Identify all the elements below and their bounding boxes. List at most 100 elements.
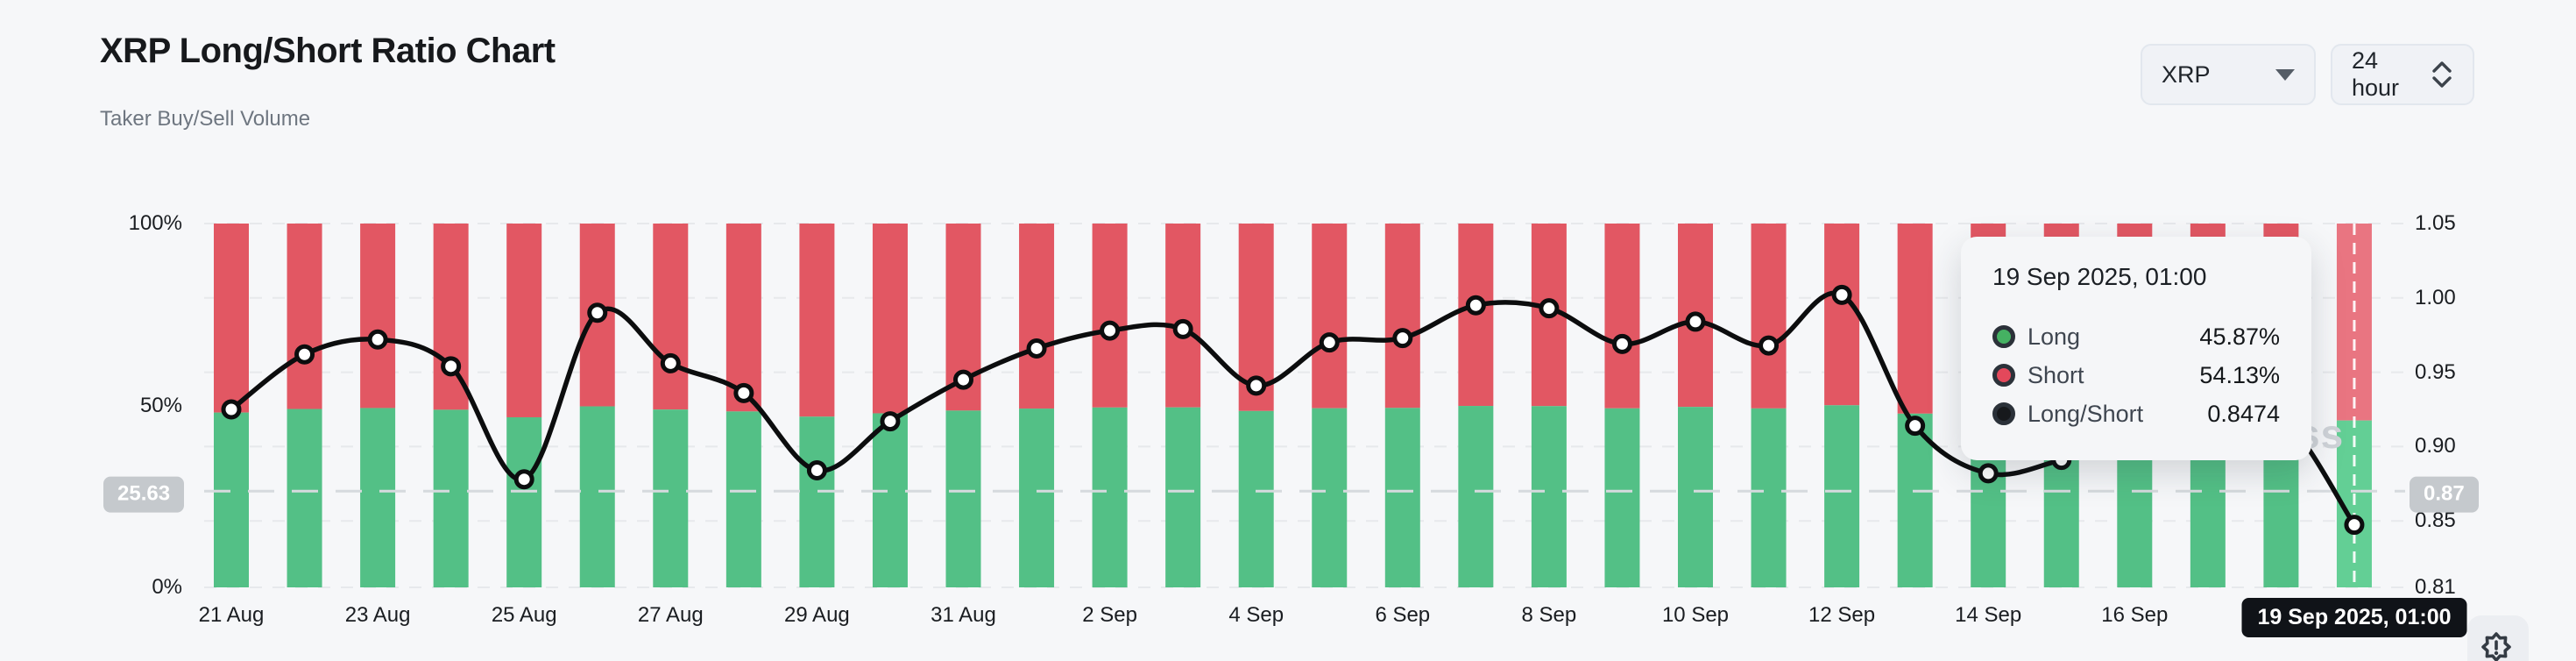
ratio-point[interactable] [1026, 338, 1047, 359]
long-bar-segment[interactable] [799, 416, 835, 587]
ratio-point[interactable] [733, 382, 754, 403]
long-bar-segment[interactable] [1312, 408, 1348, 587]
bar[interactable] [1165, 224, 1201, 587]
ratio-point[interactable] [1319, 332, 1340, 353]
short-bar-segment[interactable] [1312, 224, 1348, 409]
bar[interactable] [1897, 224, 1933, 587]
bar[interactable] [799, 224, 835, 587]
short-bar-segment[interactable] [1165, 224, 1201, 408]
ratio-point[interactable] [1100, 320, 1121, 341]
long-bar-segment[interactable] [725, 411, 761, 587]
long-bar-segment[interactable] [1165, 407, 1201, 587]
long-bar-segment[interactable] [214, 412, 249, 587]
page-title: XRP Long/Short Ratio Chart [100, 32, 556, 70]
ratio-point[interactable] [660, 352, 681, 373]
ratio-point[interactable] [294, 344, 315, 365]
bar[interactable] [653, 224, 689, 587]
long-bar-segment[interactable] [872, 413, 908, 587]
long-bar-segment[interactable] [433, 409, 469, 587]
ratio-point[interactable] [1905, 416, 1926, 437]
long-bar-segment[interactable] [653, 409, 689, 587]
ratio-point[interactable] [1831, 284, 1852, 305]
short-bar-segment[interactable] [653, 224, 689, 410]
long-bar-segment[interactable] [287, 409, 322, 587]
long-bar-segment[interactable] [1458, 406, 1494, 587]
ratio-point[interactable] [1246, 375, 1267, 396]
ratio-point[interactable] [806, 460, 827, 481]
tooltip-label-short: Short [2028, 361, 2084, 388]
short-bar-segment[interactable] [1384, 224, 1420, 409]
bar[interactable] [1312, 224, 1348, 587]
short-bar-segment[interactable] [506, 224, 542, 417]
long-bar-segment[interactable] [1384, 408, 1420, 587]
long-bar-segment[interactable] [1019, 409, 1055, 587]
ratio-point[interactable] [1172, 318, 1193, 339]
short-bar-segment[interactable] [872, 224, 908, 414]
long-bar-segment[interactable] [579, 406, 615, 587]
long-bar-segment[interactable] [945, 410, 981, 587]
tooltip-label-long: Long [2028, 323, 2081, 350]
ratio-point[interactable] [367, 329, 388, 350]
ratio-point[interactable] [880, 411, 901, 432]
bar[interactable] [1751, 224, 1787, 587]
bar[interactable] [872, 224, 908, 587]
bar[interactable] [1384, 224, 1420, 587]
bar[interactable] [945, 224, 981, 587]
ratio-point[interactable] [1465, 295, 1486, 316]
interval-select[interactable]: 24 hour [2331, 44, 2474, 105]
ratio-point[interactable] [587, 302, 608, 323]
short-bar-segment[interactable] [360, 224, 396, 409]
ratio-point[interactable] [1539, 298, 1560, 319]
bar[interactable] [1678, 224, 1713, 587]
long-bar-segment[interactable] [506, 416, 542, 587]
bar[interactable] [287, 224, 322, 587]
bar[interactable] [1531, 224, 1567, 587]
bar[interactable] [1604, 224, 1640, 587]
ratio-point[interactable] [953, 369, 973, 390]
short-bar-segment[interactable] [1019, 224, 1055, 409]
short-bar-segment[interactable] [1604, 224, 1640, 409]
short-bar-segment[interactable] [1092, 224, 1128, 408]
bar[interactable] [1238, 224, 1274, 587]
long-bar-segment[interactable] [1751, 408, 1787, 587]
bar[interactable] [1019, 224, 1055, 587]
ratio-point[interactable] [1978, 463, 1999, 484]
long-bar-segment[interactable] [1531, 406, 1567, 587]
short-bar-segment[interactable] [799, 224, 835, 417]
ratio-point[interactable] [1759, 335, 1780, 356]
short-bar-segment[interactable] [1751, 224, 1787, 409]
long-bar-segment[interactable] [1238, 410, 1274, 587]
short-bar-segment[interactable] [287, 224, 322, 409]
long-bar-segment[interactable] [1092, 407, 1128, 587]
short-bar-segment[interactable] [725, 224, 761, 412]
bar[interactable] [360, 224, 396, 587]
long-bar-segment[interactable] [360, 408, 396, 587]
short-bar-segment[interactable] [1897, 224, 1933, 414]
alert-seal-icon [2481, 632, 2511, 661]
short-bar-segment[interactable] [214, 224, 249, 413]
long-bar-segment[interactable] [1897, 413, 1933, 587]
ratio-point[interactable] [1392, 328, 1413, 349]
ratio-point[interactable] [1685, 311, 1706, 332]
bar[interactable] [506, 224, 542, 587]
bar[interactable] [579, 224, 615, 587]
up-down-chevrons-icon [2431, 60, 2453, 89]
long-bar-segment[interactable] [1604, 408, 1640, 587]
ratio-point[interactable] [513, 469, 534, 490]
disclaimer-button[interactable] [2467, 615, 2529, 661]
bar[interactable] [1824, 224, 1860, 587]
long-bar-segment[interactable] [1824, 405, 1860, 587]
ratio-point[interactable] [221, 399, 242, 420]
ratio-point[interactable] [2344, 515, 2365, 536]
ratio-point[interactable] [441, 356, 462, 377]
short-bar-segment[interactable] [1824, 224, 1860, 406]
bar[interactable] [433, 224, 469, 587]
tooltip-row-ratio: Long/Short 0.8474 [1992, 394, 2280, 433]
bar[interactable] [725, 224, 761, 587]
long-bar-segment[interactable] [1678, 407, 1713, 587]
bar[interactable] [1458, 224, 1494, 587]
ratio-point[interactable] [1611, 333, 1632, 354]
bar[interactable] [214, 224, 249, 587]
bar[interactable] [1092, 224, 1128, 587]
coin-select[interactable]: XRP [2141, 44, 2316, 105]
